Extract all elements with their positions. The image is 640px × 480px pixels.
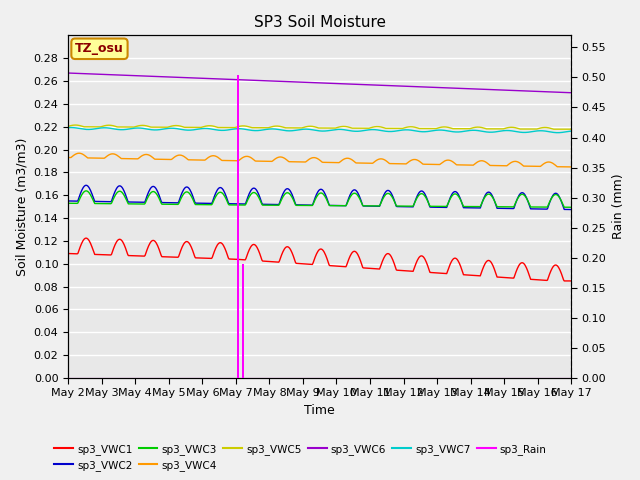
Bar (237, 75, 239, 378)
Text: TZ_osu: TZ_osu (75, 42, 124, 55)
Legend: sp3_VWC1, sp3_VWC2, sp3_VWC3, sp3_VWC4, sp3_VWC5, sp3_VWC6, sp3_VWC7, sp3_Rain: sp3_VWC1, sp3_VWC2, sp3_VWC3, sp3_VWC4, … (50, 439, 551, 475)
X-axis label: Time: Time (305, 404, 335, 417)
Y-axis label: Rain (mm): Rain (mm) (612, 174, 625, 240)
Title: SP3 Soil Moisture: SP3 Soil Moisture (253, 15, 386, 30)
Bar (243, 264, 244, 378)
Y-axis label: Soil Moisture (m3/m3): Soil Moisture (m3/m3) (15, 137, 28, 276)
